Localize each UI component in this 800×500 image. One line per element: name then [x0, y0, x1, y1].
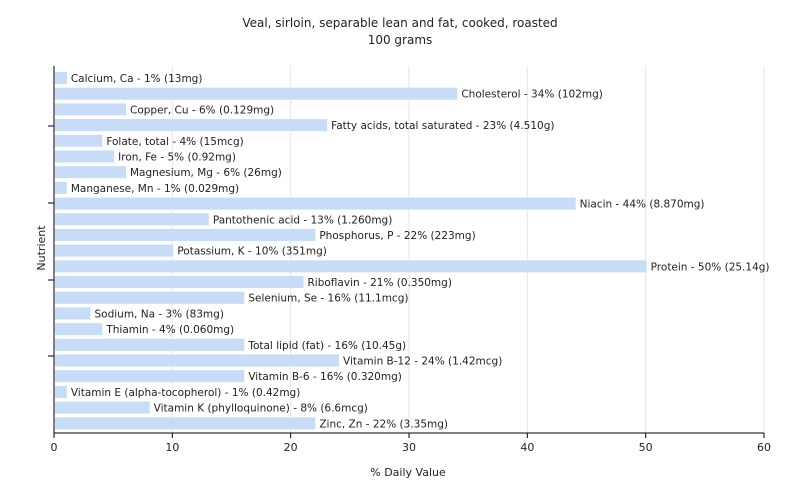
bar-label: Potassium, K - 10% (351mg)	[177, 246, 327, 258]
bar-label: Niacin - 44% (8.870mg)	[580, 199, 705, 211]
chart-title: Veal, sirloin, separable lean and fat, c…	[242, 16, 558, 30]
bar-label: Magnesium, Mg - 6% (26mg)	[130, 167, 282, 179]
x-tick-label: 0	[51, 441, 58, 454]
bar-label: Protein - 50% (25.14g)	[651, 261, 770, 273]
bar-label: Thiamin - 4% (0.060mg)	[105, 324, 234, 336]
bar	[55, 103, 126, 116]
x-tick-label: 40	[520, 441, 534, 454]
x-tick-label: 10	[165, 441, 179, 454]
y-axis-title: Nutrient	[35, 225, 48, 271]
bar-label: Zinc, Zn - 22% (3.35mg)	[319, 418, 448, 430]
bar-label: Selenium, Se - 16% (11.1mcg)	[248, 293, 408, 305]
bar-label: Folate, total - 4% (15mcg)	[106, 136, 243, 148]
bar-label: Phosphorus, P - 22% (223mg)	[319, 230, 475, 242]
bar-label: Total lipid (fat) - 16% (10.45g)	[247, 340, 406, 352]
x-tick-label: 50	[639, 441, 653, 454]
bar-label: Copper, Cu - 6% (0.129mg)	[130, 104, 274, 116]
bar	[55, 291, 245, 304]
bar	[55, 87, 458, 100]
x-tick-label: 20	[284, 441, 298, 454]
bar	[55, 354, 339, 367]
bar	[55, 401, 150, 414]
bar	[55, 228, 316, 241]
bar-label: Vitamin B-6 - 16% (0.320mg)	[248, 371, 402, 383]
bar-label: Pantothenic acid - 13% (1.260mg)	[213, 214, 392, 226]
bar-label: Sodium, Na - 3% (83mg)	[95, 308, 224, 320]
bar	[55, 197, 576, 210]
bar-label: Cholesterol - 34% (102mg)	[461, 89, 603, 101]
bar	[55, 213, 209, 226]
bar	[55, 150, 115, 163]
bar-label: Iron, Fe - 5% (0.92mg)	[118, 151, 236, 163]
bar	[55, 181, 67, 194]
bar	[55, 417, 316, 430]
bar	[55, 72, 67, 84]
bar	[55, 166, 126, 179]
bar-label: Vitamin B-12 - 24% (1.42mcg)	[343, 356, 502, 368]
bar-label: Fatty acids, total saturated - 23% (4.51…	[331, 120, 554, 132]
bar-label: Calcium, Ca - 1% (13mg)	[71, 73, 203, 85]
bar	[55, 260, 647, 273]
bar	[55, 338, 245, 351]
axes-group: 0 10 20 30 40 50 60	[48, 66, 771, 454]
bar	[55, 307, 91, 320]
bar-label: Riboflavin - 21% (0.350mg)	[308, 277, 452, 289]
bar-label: Manganese, Mn - 1% (0.029mg)	[71, 183, 239, 195]
x-axis-title: % Daily Value	[370, 466, 446, 479]
chart-subtitle: 100 grams	[367, 33, 433, 47]
bar	[55, 134, 103, 147]
bar	[55, 244, 174, 257]
bar	[55, 119, 328, 132]
bar-label: Vitamin K (phylloquinone) - 8% (6.6mcg)	[154, 403, 368, 415]
bar	[55, 323, 103, 336]
bars-group: Calcium, Ca - 1% (13mg) Cholesterol - 34%…	[55, 72, 770, 430]
bar	[55, 276, 304, 289]
x-tick-label: 30	[402, 441, 416, 454]
bar-label: Vitamin E (alpha-tocopherol) - 1% (0.42m…	[71, 387, 301, 399]
bar	[55, 385, 67, 398]
bar	[55, 370, 245, 383]
x-tick-label: 60	[757, 441, 771, 454]
